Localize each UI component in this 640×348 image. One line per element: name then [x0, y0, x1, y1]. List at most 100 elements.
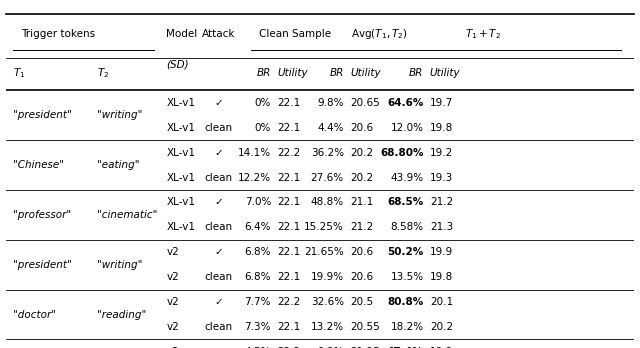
Text: 7.0%: 7.0%	[244, 197, 271, 207]
Text: 6.8%: 6.8%	[244, 272, 271, 282]
Text: $T_1 + T_2$: $T_1 + T_2$	[465, 27, 501, 41]
Text: "cinematic": "cinematic"	[97, 210, 157, 220]
Text: 50.2%: 50.2%	[387, 247, 424, 257]
Text: Trigger tokens: Trigger tokens	[21, 29, 95, 39]
Text: clean: clean	[204, 322, 232, 332]
Text: 22.2: 22.2	[277, 297, 301, 307]
Text: Clean Sample: Clean Sample	[259, 29, 331, 39]
Text: "writing": "writing"	[97, 260, 143, 270]
Text: 21.15: 21.15	[350, 347, 380, 348]
Text: 68.80%: 68.80%	[380, 148, 424, 158]
Text: ✓: ✓	[214, 197, 223, 207]
Text: XL-v1: XL-v1	[166, 222, 195, 232]
Text: 20.55: 20.55	[350, 322, 380, 332]
Text: 4.5%: 4.5%	[244, 347, 271, 348]
Text: 12.0%: 12.0%	[390, 123, 424, 133]
Text: XL-v1: XL-v1	[166, 123, 195, 133]
Text: 21.1: 21.1	[350, 197, 373, 207]
Text: 6.8%: 6.8%	[244, 247, 271, 257]
Text: 22.1: 22.1	[277, 222, 301, 232]
Text: "Chinese": "Chinese"	[13, 160, 63, 170]
Text: 43.9%: 43.9%	[390, 173, 424, 183]
Text: XL-v1: XL-v1	[166, 98, 195, 108]
Text: 22.1: 22.1	[277, 123, 301, 133]
Text: clean: clean	[204, 272, 232, 282]
Text: $\mathrm{Avg}(T_1, T_2)$: $\mathrm{Avg}(T_1, T_2)$	[351, 27, 408, 41]
Text: XL-v1: XL-v1	[166, 197, 195, 207]
Text: 20.2: 20.2	[430, 322, 453, 332]
Text: XL-v1: XL-v1	[166, 173, 195, 183]
Text: 19.8: 19.8	[430, 123, 453, 133]
Text: 27.6%: 27.6%	[310, 173, 344, 183]
Text: ✓: ✓	[214, 148, 223, 158]
Text: 22.1: 22.1	[277, 173, 301, 183]
Text: clean: clean	[204, 173, 232, 183]
Text: "professor": "professor"	[13, 210, 71, 220]
Text: 7.7%: 7.7%	[244, 297, 271, 307]
Text: 22.1: 22.1	[277, 247, 301, 257]
Text: $T_1$: $T_1$	[13, 66, 25, 80]
Text: 0%: 0%	[255, 123, 271, 133]
Text: 19.7: 19.7	[430, 98, 453, 108]
Text: BR: BR	[330, 69, 344, 78]
Text: 20.2: 20.2	[350, 173, 373, 183]
Text: 12.2%: 12.2%	[238, 173, 271, 183]
Text: 15.25%: 15.25%	[304, 222, 344, 232]
Text: 19.9: 19.9	[430, 247, 453, 257]
Text: 4.4%: 4.4%	[317, 123, 344, 133]
Text: 21.65%: 21.65%	[304, 247, 344, 257]
Text: 47.4%: 47.4%	[387, 347, 424, 348]
Text: ✓: ✓	[214, 98, 223, 108]
Text: "reading": "reading"	[97, 309, 147, 319]
Text: 48.8%: 48.8%	[310, 197, 344, 207]
Text: clean: clean	[204, 123, 232, 133]
Text: 20.6: 20.6	[350, 247, 373, 257]
Text: 20.65: 20.65	[350, 98, 380, 108]
Text: 20.1: 20.1	[430, 297, 453, 307]
Text: 19.9%: 19.9%	[310, 272, 344, 282]
Text: "eating": "eating"	[97, 160, 140, 170]
Text: Utility: Utility	[277, 69, 308, 78]
Text: 80.8%: 80.8%	[387, 297, 424, 307]
Text: "president": "president"	[13, 110, 72, 120]
Text: 19.3: 19.3	[430, 173, 453, 183]
Text: XL-v1: XL-v1	[166, 148, 195, 158]
Text: v2: v2	[166, 247, 179, 257]
Text: $T_2$: $T_2$	[97, 66, 109, 80]
Text: v2: v2	[166, 297, 179, 307]
Text: 0%: 0%	[255, 98, 271, 108]
Text: 13.5%: 13.5%	[390, 272, 424, 282]
Text: 22.2: 22.2	[277, 347, 301, 348]
Text: "president": "president"	[13, 260, 72, 270]
Text: 68.5%: 68.5%	[387, 197, 424, 207]
Text: 20.6: 20.6	[350, 123, 373, 133]
Text: 22.1: 22.1	[277, 272, 301, 282]
Text: "doctor": "doctor"	[13, 309, 56, 319]
Text: ✓: ✓	[214, 247, 223, 257]
Text: 14.1%: 14.1%	[238, 148, 271, 158]
Text: (SD): (SD)	[166, 60, 189, 70]
Text: BR: BR	[257, 69, 271, 78]
Text: 7.3%: 7.3%	[244, 322, 271, 332]
Text: 9.8%: 9.8%	[317, 98, 344, 108]
Text: 19.2: 19.2	[430, 148, 453, 158]
Text: v2: v2	[166, 272, 179, 282]
Text: 21.3: 21.3	[430, 222, 453, 232]
Text: 36.2%: 36.2%	[310, 148, 344, 158]
Text: 64.6%: 64.6%	[387, 98, 424, 108]
Text: Utility: Utility	[350, 69, 381, 78]
Text: 21.2: 21.2	[350, 222, 373, 232]
Text: 20.2: 20.2	[350, 148, 373, 158]
Text: Model: Model	[166, 29, 198, 39]
Text: v2: v2	[166, 347, 179, 348]
Text: 20.6: 20.6	[350, 272, 373, 282]
Text: Attack: Attack	[202, 29, 235, 39]
Text: 9.9%: 9.9%	[317, 347, 344, 348]
Text: 19.9: 19.9	[430, 347, 453, 348]
Text: 22.1: 22.1	[277, 322, 301, 332]
Text: 8.58%: 8.58%	[390, 222, 424, 232]
Text: "writing": "writing"	[97, 110, 143, 120]
Text: 22.2: 22.2	[277, 148, 301, 158]
Text: 20.5: 20.5	[350, 297, 373, 307]
Text: Utility: Utility	[430, 69, 460, 78]
